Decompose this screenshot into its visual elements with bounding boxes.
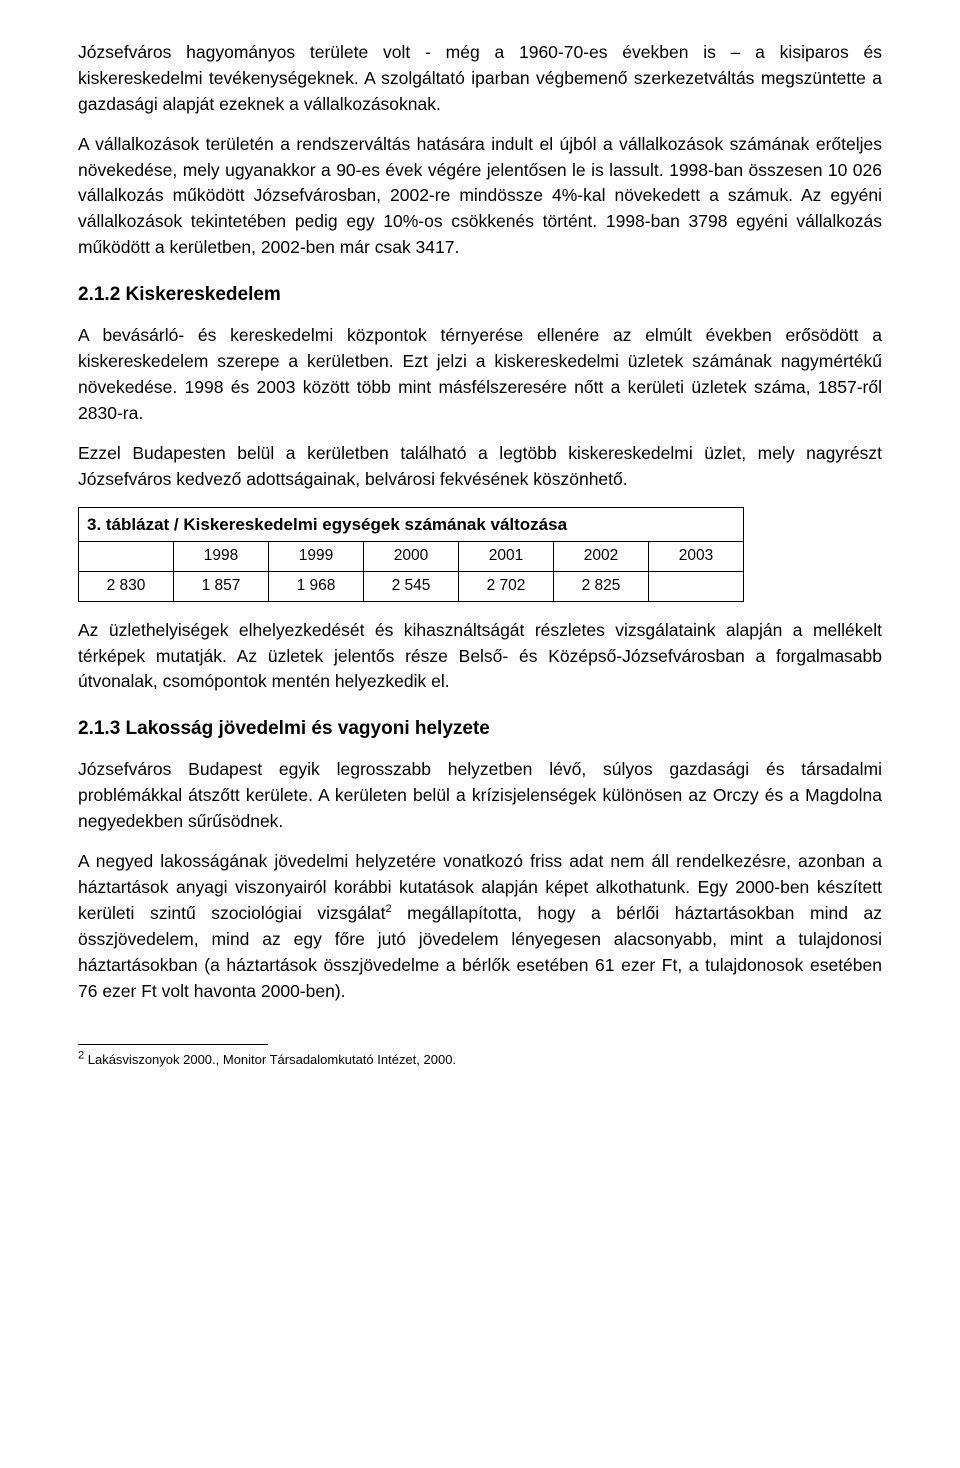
paragraph-intro-1: Józsefváros hagyományos területe volt - … (78, 40, 882, 118)
paragraph-retail-2: Ezzel Budapesten belül a kerületben talá… (78, 441, 882, 493)
table-header-cell: 1999 (269, 541, 364, 571)
document-page: Józsefváros hagyományos területe volt - … (0, 0, 960, 1468)
table-title-row: 3. táblázat / Kiskereskedelmi egységek s… (79, 507, 744, 541)
heading-kiskereskedelem: 2.1.2 Kiskereskedelem (78, 281, 882, 309)
footnote-separator (78, 1044, 268, 1045)
table-header-cell: 2002 (554, 541, 649, 571)
table-header-cell: 2000 (364, 541, 459, 571)
table-retail-units: 3. táblázat / Kiskereskedelmi egységek s… (78, 507, 744, 602)
table-cell: 1 857 (174, 571, 269, 601)
table-cell: 1 968 (269, 571, 364, 601)
table-header-cell: 1998 (174, 541, 269, 571)
table-cell: 2 830 (79, 571, 174, 601)
heading-lakossag: 2.1.3 Lakosság jövedelmi és vagyoni hely… (78, 715, 882, 743)
table-cell: 2 702 (459, 571, 554, 601)
footnote: 2 Lakásviszonyok 2000., Monitor Társadal… (78, 1051, 882, 1069)
footnote-text: Lakásviszonyok 2000., Monitor Társadalom… (84, 1052, 456, 1067)
paragraph-retail-1: A bevásárló- és kereskedelmi központok t… (78, 323, 882, 427)
table-title: 3. táblázat / Kiskereskedelmi egységek s… (79, 507, 744, 541)
table-cell: 2 825 (554, 571, 649, 601)
table-header-cell: 2003 (649, 541, 744, 571)
table-header-cell: 2001 (459, 541, 554, 571)
table-header-row: 1998 1999 2000 2001 2002 2003 (79, 541, 744, 571)
paragraph-income-1: Józsefváros Budapest egyik legrosszabb h… (78, 757, 882, 835)
paragraph-intro-2: A vállalkozások területén a rendszervált… (78, 132, 882, 261)
paragraph-retail-3: Az üzlethelyiségek elhelyezkedését és ki… (78, 618, 882, 696)
table-cell: 2 545 (364, 571, 459, 601)
table-cell (649, 571, 744, 601)
table-data-row: 2 830 1 857 1 968 2 545 2 702 2 825 (79, 571, 744, 601)
table-header-cell (79, 541, 174, 571)
paragraph-income-2: A negyed lakosságának jövedelmi helyzeté… (78, 849, 882, 1004)
